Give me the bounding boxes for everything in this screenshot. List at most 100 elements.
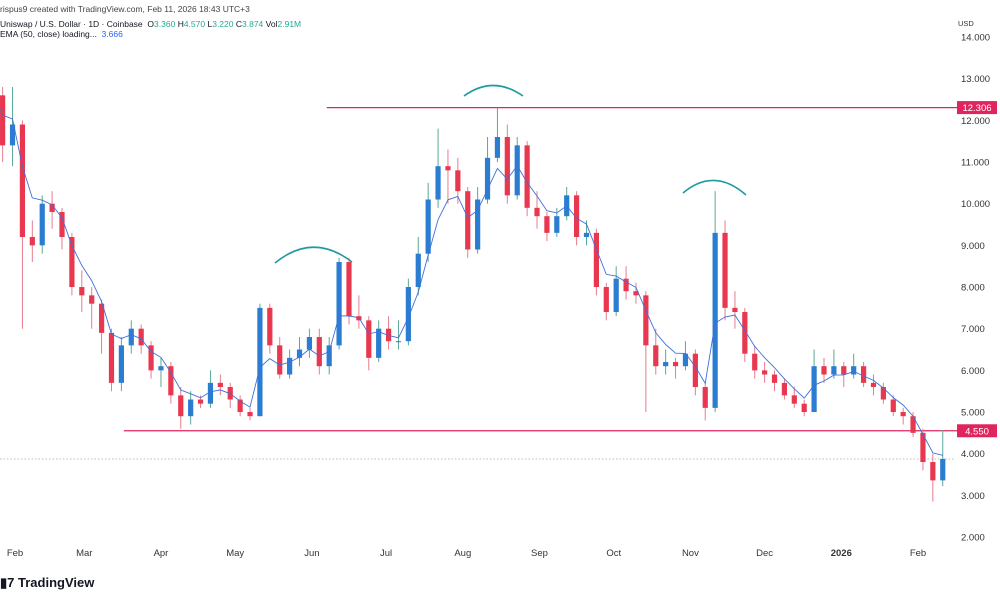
candle-down: [316, 337, 322, 367]
date-tick-label: Jul: [380, 548, 392, 559]
candle-down: [0, 95, 6, 146]
candle-up: [682, 353, 689, 367]
candle-up: [306, 337, 313, 350]
candle-up: [158, 366, 164, 371]
level-price-label: 12.306: [962, 103, 991, 114]
candle-up: [554, 216, 560, 233]
candle-down: [752, 353, 758, 371]
candle-down: [366, 320, 372, 358]
candle-down: [781, 382, 788, 396]
ema-indicator-line[interactable]: EMA (50, close) loading... 3.666: [0, 29, 123, 39]
price-axis[interactable]: 14.000 13.000 12.000 11.000 10.000 9.000 8.000…: [961, 33, 990, 544]
candle-down: [791, 395, 797, 404]
low-label: L: [207, 19, 213, 29]
candle-down: [524, 145, 530, 208]
arc-drawing-1: [274, 246, 353, 264]
candle-down: [247, 412, 253, 417]
candle-up: [425, 199, 431, 254]
ema-label: EMA (50, close) loading...: [0, 29, 97, 39]
candle-down: [445, 166, 451, 171]
candle-down: [930, 462, 936, 481]
candle-up: [376, 328, 382, 358]
high-label: H: [177, 19, 184, 29]
candle-down: [237, 399, 243, 413]
tradingview-logo: ▮7 TradingView: [0, 575, 94, 591]
time-axis[interactable]: Feb Mar Apr May Jun Jul Aug Sep Oct Nov Dec 2026 Feb: [7, 548, 926, 559]
tv-logo-icon: ▮7: [0, 575, 15, 590]
price-tick-label: 6.000: [961, 366, 985, 377]
date-tick-label: Feb: [910, 548, 926, 559]
date-tick-label: May: [226, 548, 244, 559]
candle-down: [900, 412, 906, 417]
candle-up: [128, 328, 134, 346]
candle-down: [702, 387, 708, 408]
candle-down: [49, 203, 55, 213]
candle-down: [742, 312, 748, 354]
candle-down: [534, 207, 540, 217]
price-tick-label: 7.000: [961, 324, 985, 335]
level-price-tag: [957, 101, 997, 115]
candle-down: [692, 353, 698, 388]
candle-up: [9, 124, 16, 146]
candle-down: [593, 232, 599, 288]
level-price-tag: [957, 424, 997, 438]
candle-up: [831, 366, 837, 375]
candle-up: [435, 166, 441, 200]
candle-down: [346, 262, 352, 317]
open-value: 3.360: [154, 19, 176, 29]
date-tick-label: Mar: [76, 548, 92, 559]
level-price-label: 4.550: [965, 426, 989, 437]
candle-down: [653, 345, 659, 367]
symbol-ohlc-line: Uniswap / U.S. Dollar · 1D · Coinbase O3…: [0, 19, 301, 29]
candle-down: [197, 399, 204, 404]
created-by-line: rispus9 created with TradingView.com, Fe…: [0, 4, 250, 14]
candle-down: [385, 328, 392, 342]
candle-down: [732, 307, 738, 313]
price-tick-label: 11.000: [961, 158, 989, 169]
date-tick-label: Dec: [756, 548, 773, 559]
candle-down: [603, 287, 609, 313]
candle-down: [138, 328, 144, 346]
candles: [0, 87, 946, 502]
candle-down: [29, 237, 35, 246]
symbol-name[interactable]: Uniswap / U.S. Dollar · 1D · Coinbase: [0, 19, 143, 29]
candle-down: [217, 382, 223, 388]
candle-down: [771, 374, 778, 383]
price-tick-label: 8.000: [961, 283, 985, 294]
candle-down: [722, 232, 728, 308]
candle-down: [267, 307, 273, 346]
candle-up: [811, 366, 817, 413]
price-tick-label: 14.000: [961, 33, 990, 44]
candle-up: [475, 199, 481, 250]
candle-down: [544, 216, 550, 233]
candle-up: [257, 307, 263, 417]
candle-down: [168, 366, 174, 396]
candle-down: [573, 195, 580, 238]
price-tick-label: 4.000: [961, 449, 985, 460]
ema-value: 3.666: [101, 29, 123, 39]
date-tick-label: Feb: [7, 548, 23, 559]
candle-up: [405, 287, 411, 342]
candle-up: [395, 341, 402, 343]
candle-down: [762, 370, 768, 375]
candle-up: [583, 232, 590, 238]
date-tick-label: Sep: [531, 548, 548, 559]
ema-line: [0, 109, 943, 456]
date-tick-label: Apr: [154, 548, 169, 559]
candle-down: [821, 366, 827, 375]
candle-down: [79, 287, 85, 296]
candle-up: [851, 366, 857, 375]
candle-down: [841, 366, 847, 375]
candle-up: [712, 232, 718, 408]
candle-up: [613, 278, 619, 313]
candle-down: [89, 295, 95, 304]
candle-down: [59, 212, 65, 238]
low-value: 3.220: [212, 19, 234, 29]
candle-down: [623, 278, 629, 292]
horizontal-levels: 12.306 4.550: [123, 101, 997, 438]
candle-up: [663, 362, 669, 367]
volume-value: 2.91M: [277, 19, 302, 29]
arc-drawing-3: [682, 179, 747, 196]
price-tick-label: 5.000: [961, 408, 985, 419]
